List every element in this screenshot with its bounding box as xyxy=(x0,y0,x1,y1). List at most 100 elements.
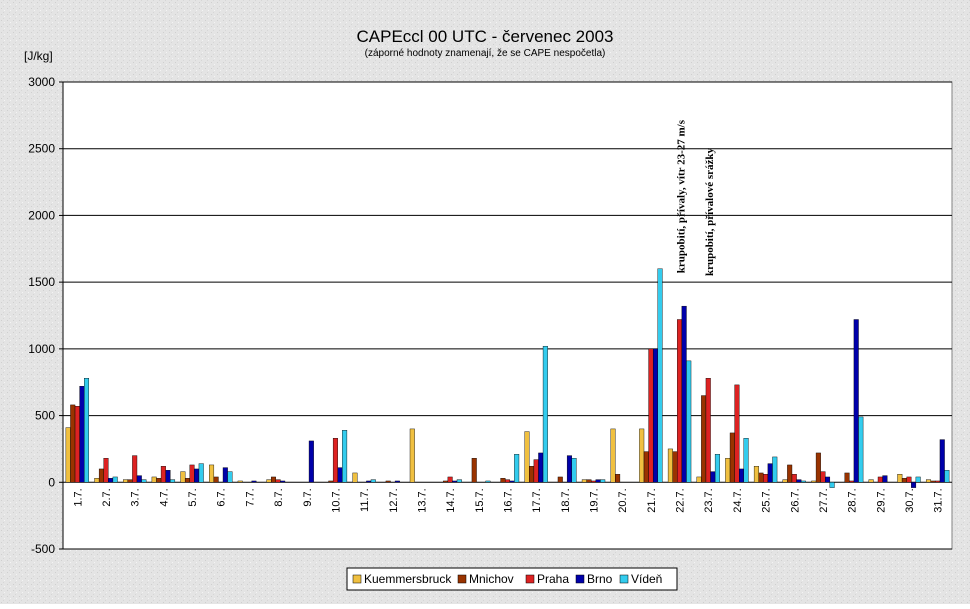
bar xyxy=(911,482,917,488)
bar xyxy=(156,478,162,483)
bar xyxy=(136,475,142,483)
bar xyxy=(542,345,548,483)
bar xyxy=(820,471,826,483)
x-tick-label: 20.7. xyxy=(617,488,629,512)
bar xyxy=(758,472,764,483)
x-tick-label: 3.7. xyxy=(130,488,142,506)
x-tick-label: 24.7. xyxy=(732,488,744,512)
bar xyxy=(571,458,577,483)
x-tick-label: 19.7. xyxy=(589,488,601,512)
x-tick-label: 30.7. xyxy=(904,488,916,512)
bar xyxy=(939,439,945,483)
bar xyxy=(170,479,176,483)
y-tick-label: 2000 xyxy=(28,208,55,222)
bar xyxy=(141,479,147,483)
bar xyxy=(657,268,663,483)
bar xyxy=(566,455,572,483)
legend-swatch xyxy=(525,574,535,584)
x-tick-label: 21.7. xyxy=(646,488,658,512)
bar xyxy=(308,440,314,483)
bar xyxy=(782,479,788,483)
bar xyxy=(696,476,702,483)
x-tick-label: 29.7. xyxy=(875,488,887,512)
x-tick-label: 4.7. xyxy=(158,488,170,506)
bar xyxy=(897,474,903,483)
bar xyxy=(500,478,506,483)
x-tick-label: 18.7. xyxy=(560,488,572,512)
bar xyxy=(352,472,358,483)
x-tick-label: 31.7. xyxy=(933,488,945,512)
x-tick-label: 5.7. xyxy=(187,488,199,506)
bar xyxy=(332,438,338,483)
bar xyxy=(227,471,233,483)
bar xyxy=(686,360,692,483)
x-tick-label: 26.7. xyxy=(789,488,801,512)
bar xyxy=(667,448,673,483)
bar xyxy=(610,428,616,483)
bar xyxy=(471,458,477,483)
bar xyxy=(849,480,855,483)
legend-box xyxy=(346,567,678,591)
bar xyxy=(739,468,745,483)
bar xyxy=(370,479,376,483)
bar xyxy=(538,452,544,483)
bar xyxy=(328,480,334,483)
bar xyxy=(787,464,793,483)
bar xyxy=(94,478,100,483)
legend-swatch xyxy=(575,574,585,584)
y-tick-label: 1000 xyxy=(28,342,55,356)
y-tick-label: 1500 xyxy=(28,275,55,289)
bar xyxy=(825,476,831,483)
bar xyxy=(98,468,104,483)
bar xyxy=(725,458,731,483)
x-tick-label: 9.7. xyxy=(302,488,314,506)
legend-label: Vídeň xyxy=(631,572,662,586)
bar xyxy=(935,480,941,483)
y-tick-label: 3000 xyxy=(28,75,55,89)
bar xyxy=(811,480,817,483)
bar xyxy=(844,472,850,483)
bar xyxy=(84,378,90,483)
bar xyxy=(505,479,510,483)
bar xyxy=(714,454,720,483)
bar xyxy=(452,480,458,483)
x-tick-label: 6.7. xyxy=(216,488,228,506)
bar xyxy=(858,416,864,483)
bar xyxy=(127,479,133,483)
x-tick-label: 1.7. xyxy=(72,488,84,506)
bar xyxy=(643,451,649,483)
x-tick-label: 25.7. xyxy=(761,488,773,512)
bar xyxy=(160,466,166,483)
x-tick-label: 28.7. xyxy=(847,488,859,512)
x-tick-label: 13.7. xyxy=(416,488,428,512)
legend-label: Mnichov xyxy=(469,572,514,586)
x-tick-label: 10.7. xyxy=(330,488,342,512)
bar xyxy=(213,476,219,483)
y-tick-label: 500 xyxy=(35,409,55,423)
bar xyxy=(251,480,257,483)
bar xyxy=(944,470,950,483)
legend-label: Kuemmersbruck xyxy=(364,572,452,586)
x-tick-label: 11.7. xyxy=(359,488,371,512)
bar xyxy=(701,395,707,483)
x-tick-label: 7.7. xyxy=(244,488,256,506)
bar xyxy=(337,467,343,483)
chart-title: CAPEccl 00 UTC - červenec 2003 xyxy=(357,27,614,46)
bar xyxy=(930,480,936,483)
bar xyxy=(557,476,563,483)
bar xyxy=(270,476,276,483)
bar xyxy=(237,480,243,483)
chart-subtitle: (záporné hodnoty znamenají, že se CAPE n… xyxy=(365,48,606,59)
x-tick-label: 14.7. xyxy=(445,488,457,512)
bar xyxy=(132,455,138,483)
x-tick-label: 8.7. xyxy=(273,488,285,506)
bar xyxy=(672,451,678,483)
bar xyxy=(591,480,597,483)
y-tick-label: 2500 xyxy=(28,142,55,156)
x-tick-label: 12.7. xyxy=(388,488,400,512)
legend-swatch xyxy=(352,574,362,584)
legend-label: Praha xyxy=(537,572,569,586)
bar xyxy=(772,456,778,483)
bar xyxy=(456,479,462,483)
